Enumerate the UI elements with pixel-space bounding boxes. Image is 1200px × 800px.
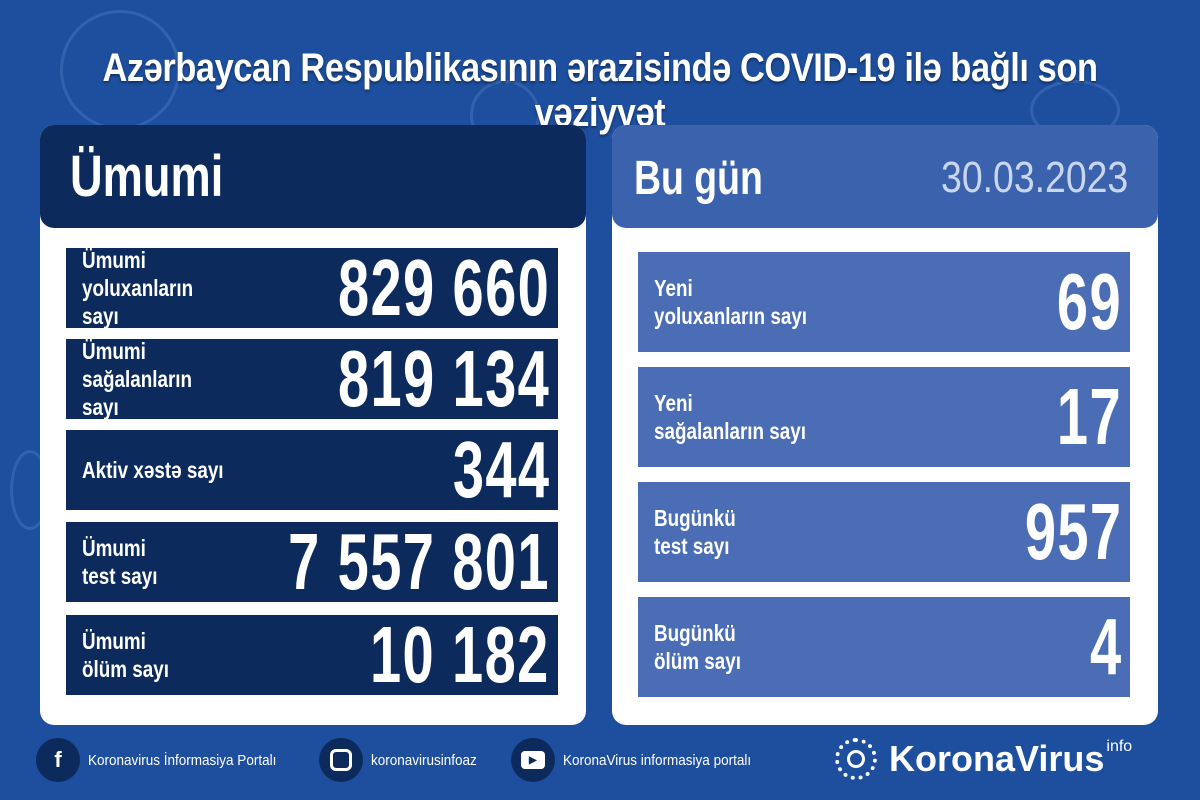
stat-label: Bugünkü test sayı bbox=[654, 505, 736, 559]
virus-logo-icon bbox=[835, 738, 877, 780]
today-heading: Bu gün bbox=[634, 152, 763, 205]
stat-value: 7 557 801 bbox=[288, 517, 550, 606]
stat-row: Aktiv xəstə sayı 344 bbox=[66, 425, 558, 514]
stat-label: Ümumi ölüm sayı bbox=[82, 628, 170, 682]
page-title: Azərbaycan Respublikasının ərazisində CO… bbox=[102, 46, 1098, 135]
brand-name: KoronaVirus bbox=[889, 738, 1105, 779]
stat-label: Bugünkü ölüm sayı bbox=[654, 620, 742, 674]
stat-row: Yeni yoluxanların sayı 69 bbox=[638, 252, 1130, 352]
footer: f Koronavirus İnformasiya Portalı koronav… bbox=[36, 738, 794, 782]
total-heading: Ümumi bbox=[70, 144, 224, 209]
stat-row: Bugünkü ölüm sayı 4 bbox=[638, 597, 1130, 697]
total-header: Ümumi bbox=[40, 125, 586, 228]
brand-sup: info bbox=[1106, 738, 1133, 755]
stat-label: Ümumi sağalanların sayı bbox=[82, 338, 193, 420]
stat-value: 17 bbox=[1056, 372, 1122, 461]
date: 30.03.2023 bbox=[940, 153, 1128, 202]
brand-logo: KoronaVirus info bbox=[835, 738, 1132, 780]
stat-row: Ümumi sağalanların sayı 819 134 bbox=[66, 334, 558, 423]
stat-value: 819 134 bbox=[337, 334, 550, 423]
stat-value: 344 bbox=[452, 425, 550, 514]
stat-value: 957 bbox=[1024, 487, 1122, 576]
stat-label: Ümumi test sayı bbox=[82, 535, 158, 589]
youtube-link[interactable]: KoronaVirus informasiya portalı bbox=[562, 751, 751, 769]
stat-value: 4 bbox=[1089, 602, 1122, 691]
facebook-link[interactable]: Koronavirus İnformasiya Portalı bbox=[88, 751, 277, 769]
today-panel: Bu gün 30.03.2023 Yeni yoluxanların sayı 6… bbox=[612, 125, 1158, 725]
stat-row: Ümumi yoluxanların sayı 829 660 bbox=[66, 243, 558, 332]
youtube-icon[interactable]: ▶ bbox=[510, 738, 555, 782]
stat-row: Yeni sağalanların sayı 17 bbox=[638, 367, 1130, 467]
today-header: Bu gün 30.03.2023 bbox=[612, 125, 1158, 228]
stat-value: 829 660 bbox=[337, 243, 550, 332]
stat-label: Ümumi yoluxanların sayı bbox=[82, 247, 194, 329]
stat-value: 10 182 bbox=[370, 610, 550, 699]
stat-row: Bugünkü test sayı 957 bbox=[638, 482, 1130, 582]
instagram-link[interactable]: koronavirusinfoaz bbox=[371, 751, 478, 769]
stat-label: Aktiv xəstə sayı bbox=[82, 457, 224, 483]
stat-row: Ümumi ölüm sayı 10 182 bbox=[66, 610, 558, 699]
stat-row: Ümumi test sayı 7 557 801 bbox=[66, 517, 558, 606]
facebook-icon[interactable]: f bbox=[36, 738, 80, 782]
stat-label: Yeni sağalanların sayı bbox=[654, 390, 807, 444]
stat-label: Yeni yoluxanların sayı bbox=[654, 275, 808, 329]
total-panel: Ümumi Ümumi yoluxanların sayı 829 660 Ümu… bbox=[40, 125, 586, 725]
instagram-icon[interactable] bbox=[319, 738, 364, 782]
stat-value: 69 bbox=[1056, 257, 1122, 346]
